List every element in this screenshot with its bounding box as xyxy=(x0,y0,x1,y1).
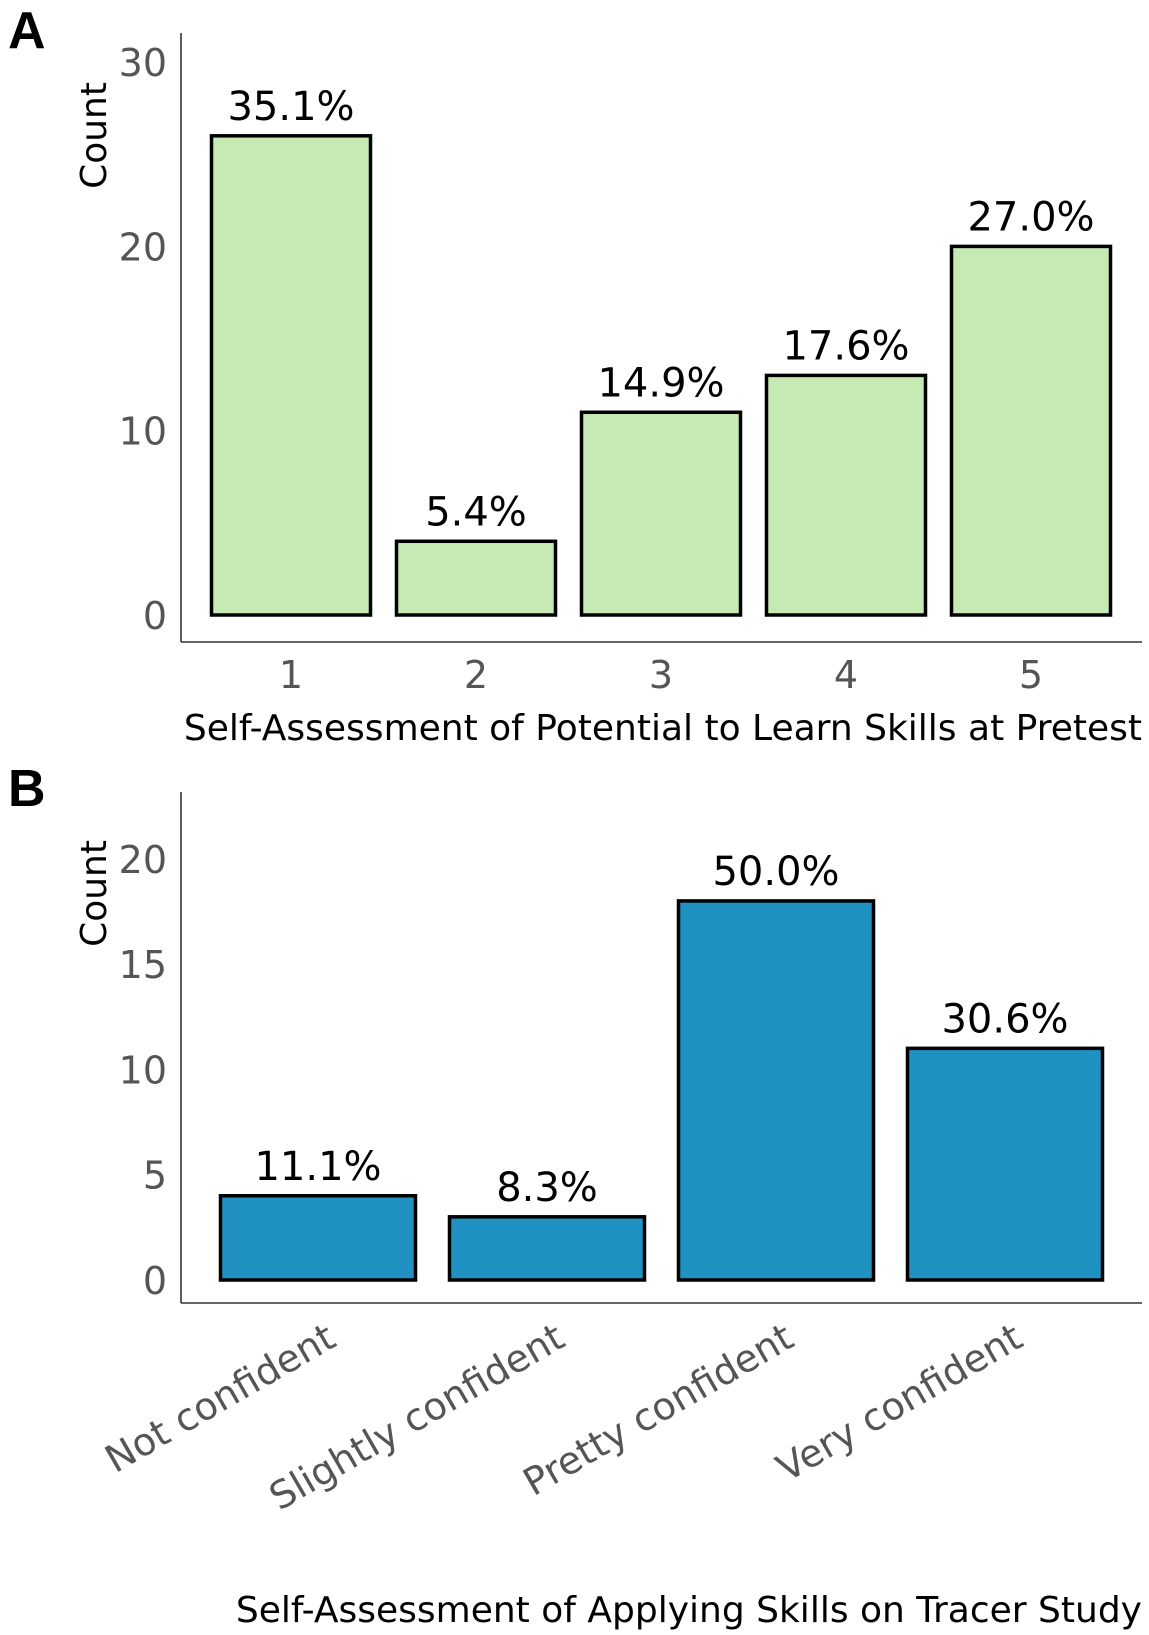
data-label: 30.6% xyxy=(941,996,1068,1042)
bar-2 xyxy=(394,539,558,617)
data-label: 14.9% xyxy=(597,360,724,406)
bar-5 xyxy=(949,244,1113,617)
y-tick-label: 0 xyxy=(143,594,167,638)
y-tick-label: 0 xyxy=(143,1259,167,1303)
x-tick-label: 4 xyxy=(834,653,858,697)
bar-3 xyxy=(579,410,743,617)
y-tick-label: 30 xyxy=(119,41,167,85)
data-label: 11.1% xyxy=(254,1144,381,1190)
y-tick-label: 15 xyxy=(119,943,167,987)
bar-1 xyxy=(209,134,373,617)
panel-letter: A xyxy=(8,2,46,60)
panel-letter: B xyxy=(8,760,46,818)
data-label: 5.4% xyxy=(425,489,527,535)
x-tick-label: 5 xyxy=(1019,653,1043,697)
y-tick-label: 10 xyxy=(119,1048,167,1092)
y-tick-label: 20 xyxy=(119,838,167,882)
bar-4 xyxy=(764,373,928,617)
data-label: 35.1% xyxy=(227,84,354,130)
y-axis-title: Count xyxy=(74,840,115,947)
bar-very-confident xyxy=(905,1046,1105,1282)
bar-not-confident xyxy=(218,1194,418,1282)
x-tick-label: Very confident xyxy=(769,1315,1029,1491)
y-axis-title: Count xyxy=(74,82,115,189)
data-label: 17.6% xyxy=(782,323,909,369)
data-label: 50.0% xyxy=(712,849,839,895)
y-tick-label: 10 xyxy=(119,410,167,454)
y-tick-label: 5 xyxy=(143,1154,167,1198)
x-axis-title: Self-Assessment of Potential to Learn Sk… xyxy=(184,708,1142,749)
bar-pretty-confident xyxy=(676,899,876,1282)
x-tick-label: 2 xyxy=(464,653,488,697)
bar-slightly-confident xyxy=(447,1215,647,1282)
x-tick-label: 1 xyxy=(279,653,303,697)
x-tick-label: 3 xyxy=(649,653,673,697)
y-tick-label: 20 xyxy=(119,225,167,269)
data-label: 8.3% xyxy=(496,1165,598,1211)
data-label: 27.0% xyxy=(967,194,1094,240)
x-axis-title: Self-Assessment of Applying Skills on Tr… xyxy=(236,1590,1142,1631)
